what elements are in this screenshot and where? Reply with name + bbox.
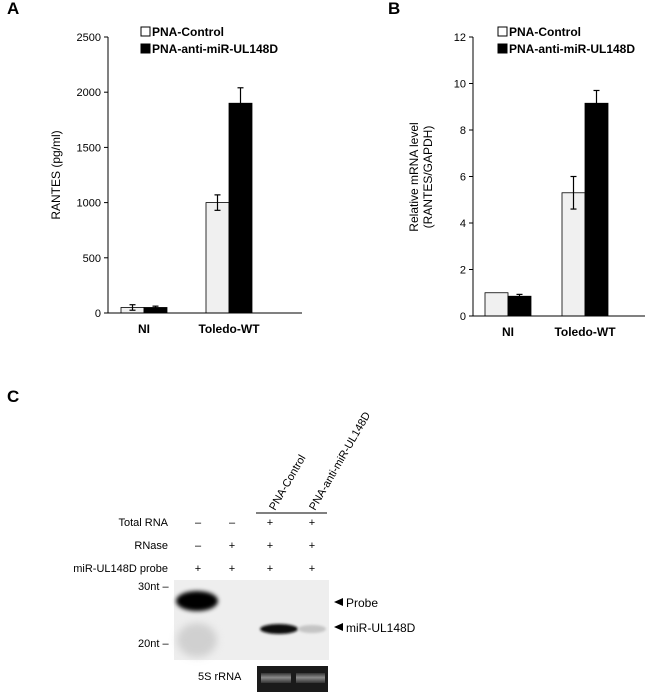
- gel-lane-header-anti: PNA-anti-miR-UL148D: [307, 410, 373, 512]
- gel-mark: –: [195, 517, 202, 529]
- bar-control-ni: [484, 292, 509, 317]
- panel-label-c: C: [7, 387, 19, 406]
- chart-b-legend: PNA-Control PNA-anti-miR-UL148D: [497, 25, 635, 56]
- gel-inset-label: 5S rRNA: [198, 671, 242, 683]
- y-tick-label: 0: [95, 308, 101, 320]
- chart-a-legend-label-control: PNA-Control: [152, 25, 224, 39]
- bar-control-toledo-wt: [561, 192, 586, 317]
- y-tick-label: 2500: [77, 32, 101, 44]
- y-tick-label: 2000: [77, 87, 101, 99]
- chart-a-legend-swatch-anti: [140, 43, 151, 54]
- chart-a-y-ticks: 0 500 1000 1500 2000 2500: [77, 32, 108, 320]
- gel-row-label: miR-UL148D probe: [73, 563, 168, 575]
- gel-mark: +: [195, 563, 201, 575]
- gel-mark: +: [267, 540, 273, 552]
- gel-band-mir-lane4: [298, 625, 326, 633]
- gel-mark: –: [195, 540, 202, 552]
- gel-arrow-mir: [334, 623, 343, 631]
- gel-size-marker-30nt: 30nt –: [138, 581, 169, 593]
- chart-a-legend: PNA-Control PNA-anti-miR-UL148D: [140, 25, 278, 56]
- chart-a-y-axis-title: RANTES (pg/ml): [49, 130, 63, 219]
- gel-band-mir-lane3: [260, 624, 298, 634]
- chart-b-x-tick-toledo: Toledo-WT: [554, 325, 616, 339]
- bar-anti-toledo-wt: [584, 102, 609, 317]
- gel-row-total-rna: Total RNA – – + +: [118, 517, 315, 529]
- gel-row-probe: miR-UL148D probe + + + +: [73, 563, 315, 575]
- y-tick-label: 6: [460, 172, 466, 184]
- panel-label-b: B: [388, 0, 400, 18]
- panel-label-a: A: [7, 0, 19, 18]
- bar-anti-toledo-wt: [228, 102, 253, 314]
- chart-a-x-tick-toledo: Toledo-WT: [198, 322, 260, 336]
- gel-arrow-probe: [334, 598, 343, 606]
- y-tick-label: 12: [454, 32, 466, 44]
- gel-image: [174, 580, 329, 660]
- chart-b-y-ticks: 0 2 4 6 8 10 12: [454, 32, 473, 323]
- chart-b-legend-label-control: PNA-Control: [509, 25, 581, 39]
- chart-b-marks: [484, 89, 609, 317]
- gel-row-label: RNase: [134, 540, 168, 552]
- chart-a: 0 500 1000 1500 2000 2500 RANTES (pg/ml) NI T…: [49, 25, 302, 336]
- gel-inset-band-lane4: [296, 673, 325, 683]
- chart-b-y-axis-title-line2: (RANTES/GAPDH): [421, 126, 435, 229]
- gel-band-label-mir: miR-UL148D: [346, 621, 416, 635]
- y-tick-label: 8: [460, 125, 466, 137]
- gel-row-label: Total RNA: [118, 517, 168, 529]
- chart-a-legend-swatch-control: [140, 26, 151, 37]
- chart-b: 0 2 4 6 8 10 12 Relative mRNA level (RANTES/GA…: [407, 25, 645, 339]
- chart-b-legend-swatch-anti: [497, 43, 508, 54]
- chart-b-y-axis-title-line1: Relative mRNA level: [407, 122, 421, 231]
- y-tick-label: 1000: [77, 198, 101, 210]
- y-tick-label: 500: [83, 253, 101, 265]
- gel-row-rnase: RNase – + + +: [134, 540, 315, 552]
- gel-mark: +: [309, 517, 315, 529]
- gel-panel: PNA-Control PNA-anti-miR-UL148D Total RN…: [73, 410, 416, 692]
- bar-anti-ni: [507, 295, 532, 317]
- gel-mark: +: [309, 540, 315, 552]
- gel-inset-band-lane3: [261, 673, 291, 683]
- chart-a-marks: [120, 87, 253, 314]
- chart-b-legend-label-anti: PNA-anti-miR-UL148D: [509, 42, 635, 56]
- y-tick-label: 4: [460, 218, 466, 230]
- chart-a-legend-label-anti: PNA-anti-miR-UL148D: [152, 42, 278, 56]
- gel-lane-header-control: PNA-Control: [267, 453, 308, 512]
- gel-smear-lane1: [177, 623, 217, 657]
- chart-b-x-tick-ni: NI: [502, 325, 514, 339]
- y-tick-label: 10: [454, 79, 466, 91]
- gel-mark: +: [267, 517, 273, 529]
- bar-control-toledo-wt: [205, 202, 230, 314]
- chart-b-legend-swatch-control: [497, 26, 508, 37]
- y-tick-label: 0: [460, 311, 466, 323]
- chart-a-x-tick-ni: NI: [138, 322, 150, 336]
- y-tick-label: 1500: [77, 142, 101, 154]
- gel-mark: +: [309, 563, 315, 575]
- y-tick-label: 2: [460, 265, 466, 277]
- gel-size-marker-20nt: 20nt –: [138, 638, 169, 650]
- gel-mark: +: [229, 540, 235, 552]
- gel-band-probe-lane1: [176, 591, 218, 611]
- gel-mark: +: [267, 563, 273, 575]
- gel-mark: –: [229, 517, 236, 529]
- gel-mark: +: [229, 563, 235, 575]
- gel-band-label-probe: Probe: [346, 596, 378, 610]
